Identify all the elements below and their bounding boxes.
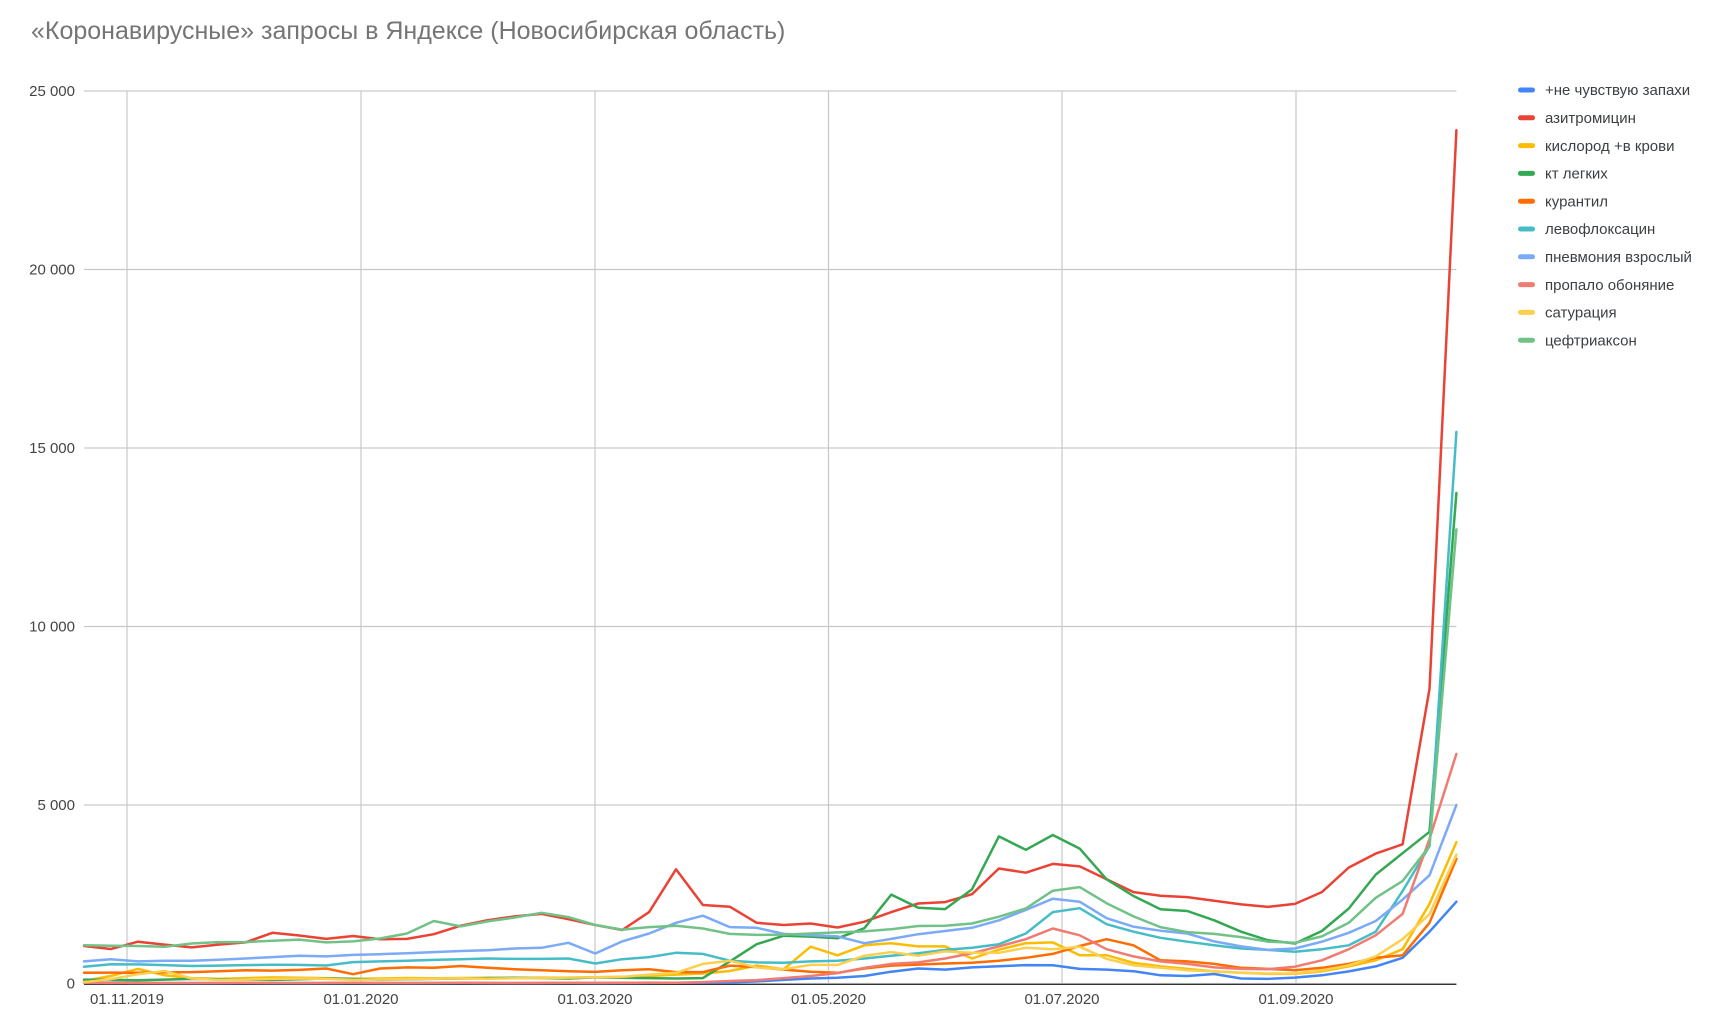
svg-text:20 000: 20 000 <box>29 262 75 279</box>
svg-text:10 000: 10 000 <box>29 619 75 636</box>
svg-text:«Коронавирусные» запросы в Янд: «Коронавирусные» запросы в Яндексе (Ново… <box>31 17 785 45</box>
svg-text:левофлоксацин: левофлоксацин <box>1545 221 1655 238</box>
svg-text:01.01.2020: 01.01.2020 <box>323 991 398 1008</box>
svg-text:01.03.2020: 01.03.2020 <box>557 991 632 1008</box>
svg-text:кислород +в крови: кислород +в крови <box>1545 138 1674 155</box>
svg-text:15 000: 15 000 <box>29 440 75 457</box>
svg-text:01.09.2020: 01.09.2020 <box>1258 991 1333 1008</box>
svg-text:0: 0 <box>67 976 75 993</box>
svg-text:пропало обоняние: пропало обоняние <box>1545 277 1674 294</box>
svg-text:курантил: курантил <box>1545 193 1608 210</box>
svg-text:пневмония взрослый: пневмония взрослый <box>1545 249 1692 266</box>
svg-text:01.07.2020: 01.07.2020 <box>1024 991 1099 1008</box>
svg-text:цефтриаксон: цефтриаксон <box>1545 332 1637 349</box>
svg-text:+не чувствую запахи: +не чувствую запахи <box>1545 82 1690 99</box>
svg-text:кт легких: кт легких <box>1545 166 1608 183</box>
svg-text:азитромицин: азитромицин <box>1545 110 1636 127</box>
svg-text:01.05.2020: 01.05.2020 <box>791 991 866 1008</box>
svg-text:01.11.2019: 01.11.2019 <box>90 991 164 1008</box>
svg-text:25 000: 25 000 <box>29 83 75 100</box>
svg-text:сатурация: сатурация <box>1545 305 1617 322</box>
svg-text:5 000: 5 000 <box>37 797 75 814</box>
